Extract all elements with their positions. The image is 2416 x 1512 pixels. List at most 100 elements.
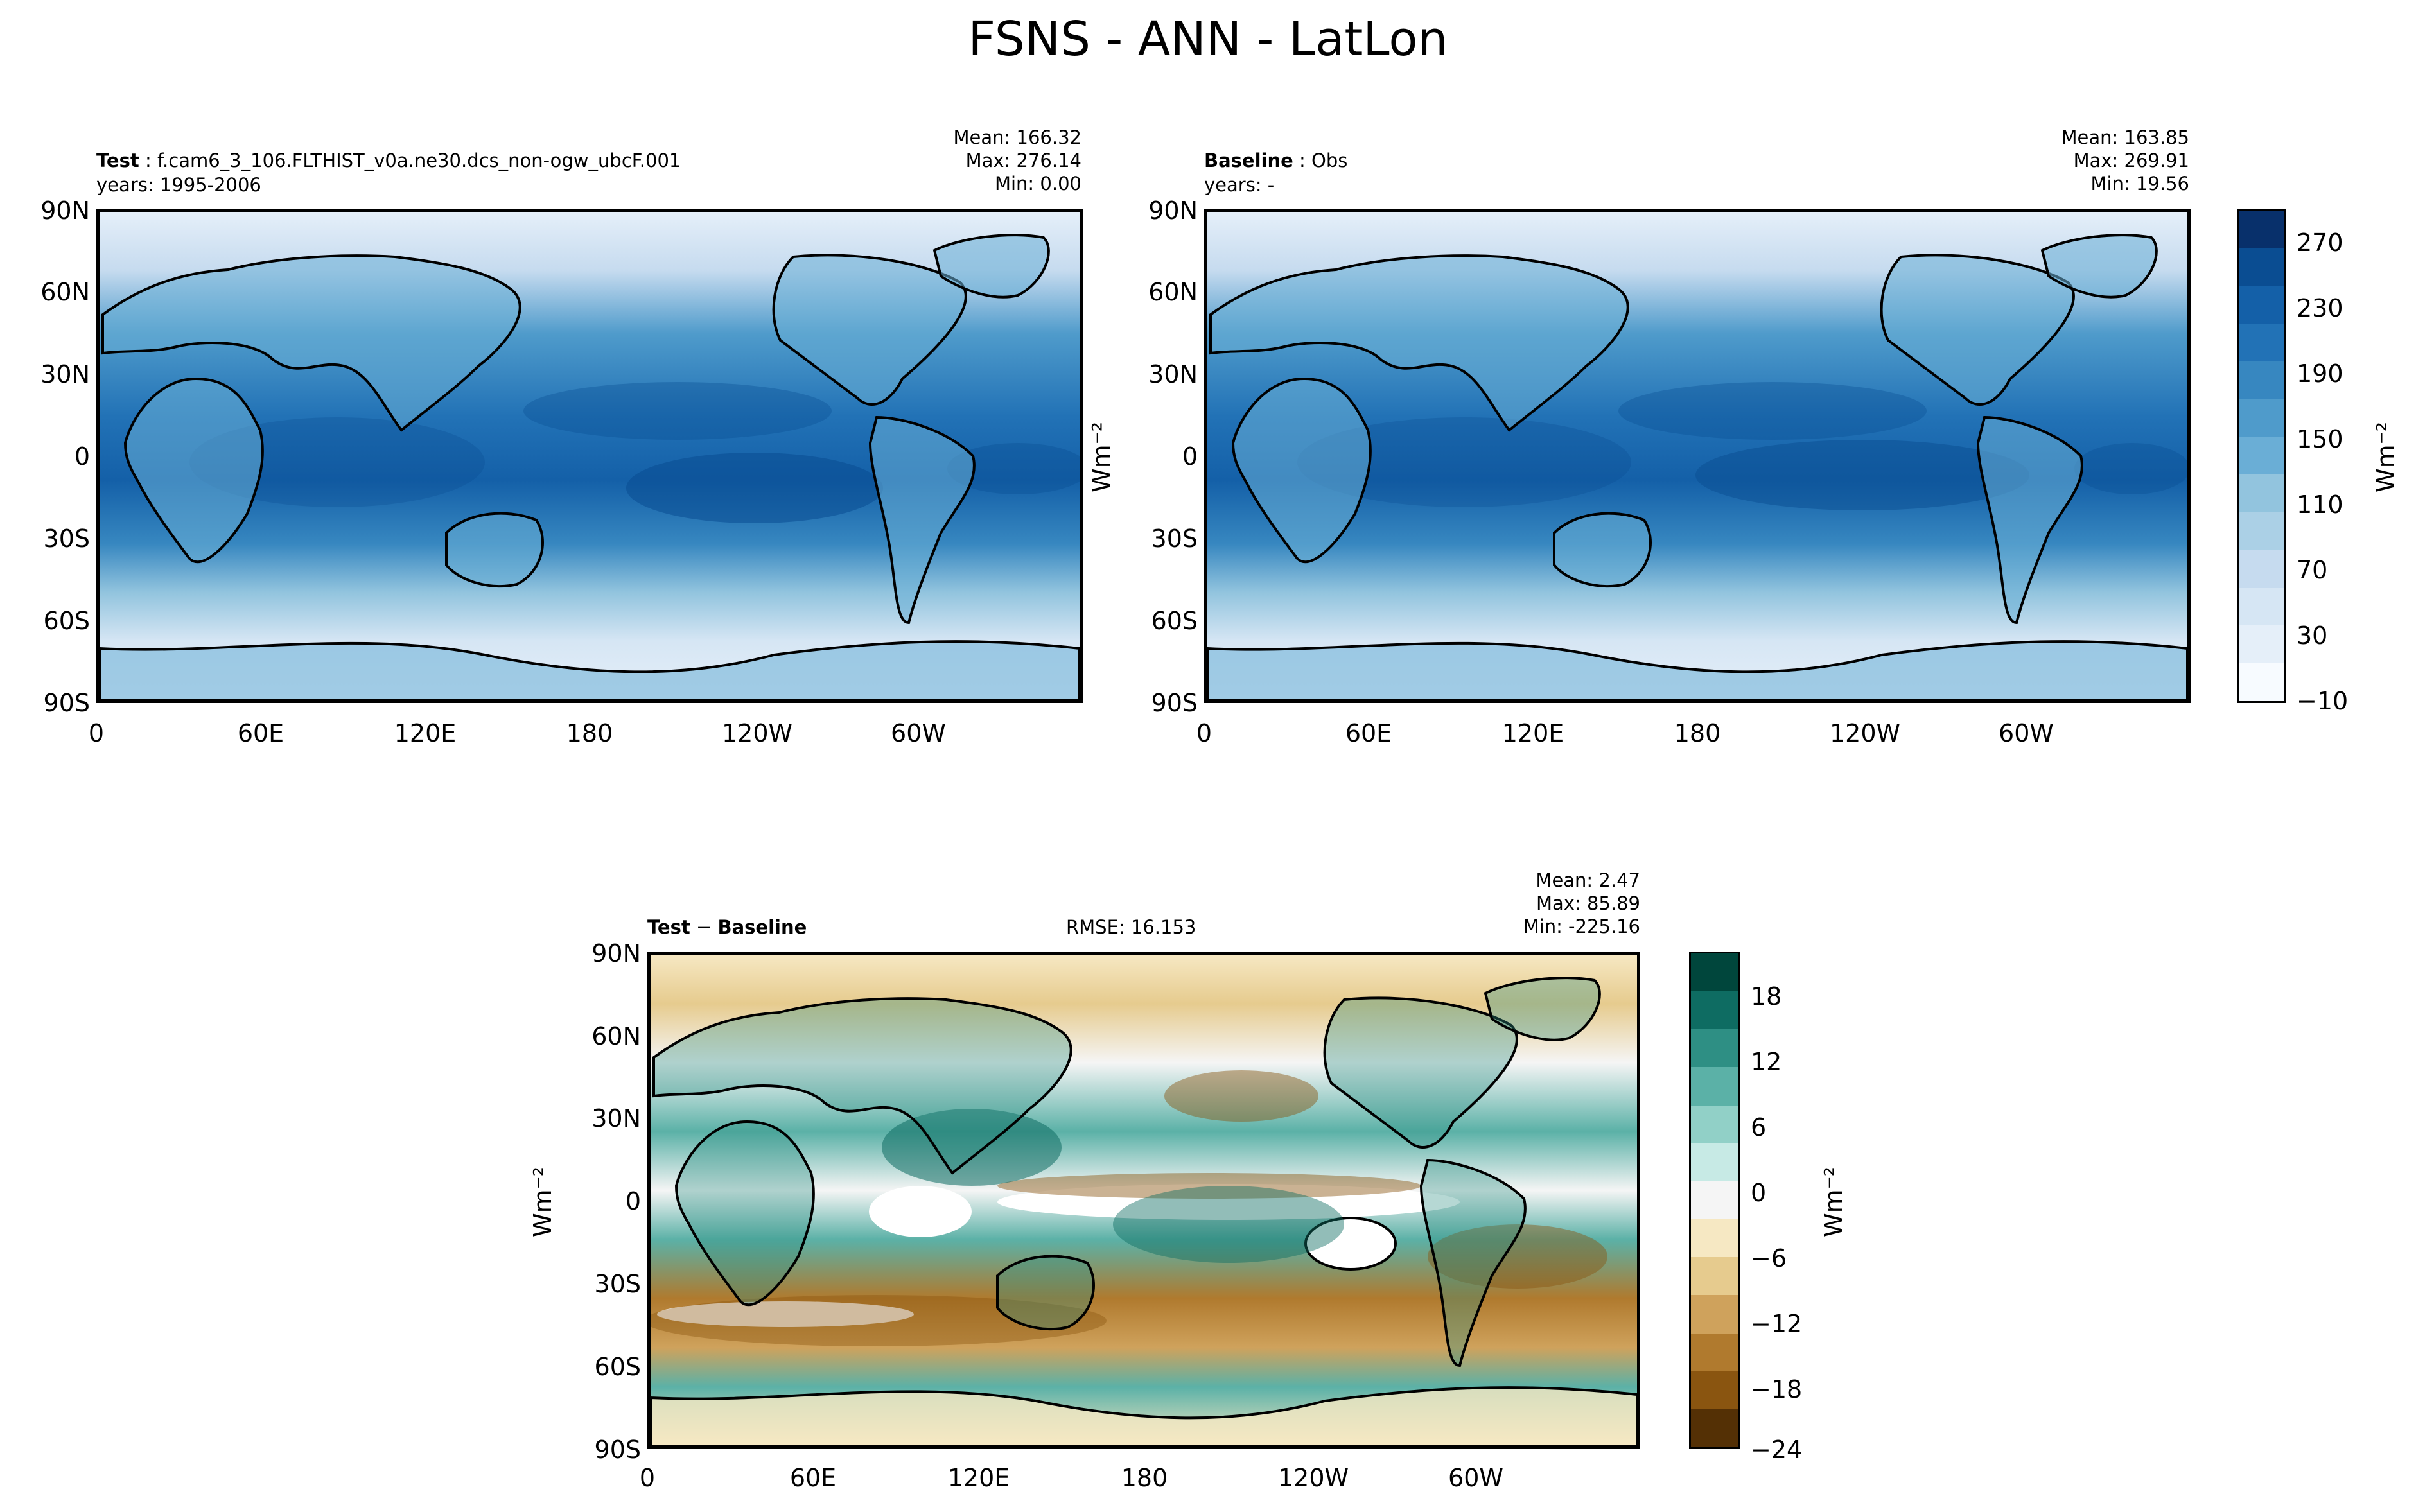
diff-colorbar-segment-8	[1691, 1257, 1738, 1296]
main-colorbar-segment-5	[2239, 474, 2284, 513]
test-panel-label: Test : f.cam6_3_106.FLTHIST_v0a.ne30.dcs…	[96, 149, 681, 172]
baseline-lat-tick-30n: 30N	[1148, 360, 1198, 388]
baseline-lat-tick-90n: 90N	[1148, 196, 1198, 225]
baseline-max: Max: 269.91	[2073, 150, 2189, 171]
diff-coastlines	[651, 977, 1637, 1446]
diff-colorbar-segment-7	[1691, 1219, 1738, 1258]
diff-cbar-tick-6: 6	[1751, 1113, 1767, 1142]
baseline-lat-tick-90s: 90S	[1151, 689, 1198, 717]
baseline-mean: Mean: 163.85	[2061, 126, 2189, 148]
diff-colorbar-segment-0	[1691, 953, 1738, 992]
test-lat-tick-90n: 90N	[40, 196, 90, 225]
main-cbar-tick-230: 230	[2297, 294, 2343, 322]
diff-panel-label: Test − Baseline	[647, 916, 807, 939]
diff-mean: Mean: 2.47	[1536, 869, 1640, 891]
diff-lat-tick-90s: 90S	[594, 1436, 641, 1464]
baseline-lat-tick-30s: 30S	[1151, 525, 1198, 553]
main-cbar-tick-30: 30	[2297, 621, 2328, 650]
test-lat-tick-60s: 60S	[43, 607, 90, 635]
main-cbar-tick-190: 190	[2297, 360, 2343, 388]
test-label-case: f.cam6_3_106.FLTHIST_v0a.ne30.dcs_non-og…	[157, 150, 681, 171]
diff-colorbar-segment-2	[1691, 1029, 1738, 1068]
test-min: Min: 0.00	[994, 173, 1081, 195]
diff-min: Min: -225.16	[1523, 916, 1640, 937]
baseline-years: years: -	[1204, 174, 1275, 196]
baseline-map-svg	[1207, 212, 2187, 700]
diff-stats: Mean: 2.47 Max: 85.89 Min: -225.16	[1523, 869, 1640, 938]
test-lon-tick-0: 0	[88, 719, 105, 747]
baseline-lon-tick-120e: 120E	[1501, 719, 1564, 747]
main-colorbar-segment-12	[2239, 211, 2284, 248]
test-stats: Mean: 166.32 Max: 276.14 Min: 0.00	[954, 126, 1081, 195]
diff-cbar-tick-neg12: −12	[1751, 1310, 1803, 1338]
diff-colorbar	[1689, 952, 1740, 1449]
baseline-lat-tick-60s: 60S	[1151, 607, 1198, 635]
diff-lat-tick-0: 0	[625, 1187, 641, 1215]
test-coastlines	[100, 234, 1080, 700]
diff-cbar-tick-neg18: −18	[1751, 1375, 1803, 1403]
test-lat-tick-0: 0	[74, 442, 90, 471]
diff-colorbar-segment-1	[1691, 991, 1738, 1030]
diff-lat-tick-30n: 30N	[591, 1104, 641, 1133]
diff-label-sep: −	[690, 916, 718, 938]
main-colorbar-segment-7	[2239, 399, 2284, 437]
main-colorbar-segment-3	[2239, 550, 2284, 588]
diff-map	[647, 952, 1640, 1449]
baseline-label-bold: Baseline	[1204, 150, 1293, 171]
diff-colorbar-segment-5	[1691, 1143, 1738, 1181]
main-colorbar-segment-9	[2239, 324, 2284, 362]
diff-label-test: Test	[647, 916, 690, 938]
diff-lon-tick-180: 180	[1121, 1464, 1168, 1492]
main-colorbar	[2237, 209, 2286, 703]
diff-cbar-tick-neg6: −6	[1751, 1244, 1787, 1273]
main-colorbar-segment-0	[2239, 663, 2284, 701]
diff-colorbar-segment-6	[1691, 1181, 1738, 1220]
baseline-lon-tick-60e: 60E	[1345, 719, 1392, 747]
baseline-min: Min: 19.56	[2090, 173, 2189, 195]
baseline-stats: Mean: 163.85 Max: 269.91 Min: 19.56	[2061, 126, 2189, 195]
diff-lat-tick-60n: 60N	[591, 1022, 641, 1050]
diff-lat-tick-60s: 60S	[594, 1353, 641, 1381]
diff-colorbar-segment-12	[1691, 1409, 1738, 1448]
test-lon-tick-60e: 60E	[237, 719, 284, 747]
test-max: Max: 276.14	[965, 150, 1081, 171]
diff-colorbar-segment-4	[1691, 1105, 1738, 1143]
diff-cbar-units: Wm⁻²	[1819, 1167, 1848, 1237]
diff-colorbar-segment-11	[1691, 1371, 1738, 1409]
diff-label-baseline: Baseline	[717, 916, 807, 938]
main-colorbar-segment-6	[2239, 437, 2284, 475]
main-cbar-tick-110: 110	[2297, 491, 2343, 519]
figure-title: FSNS - ANN - LatLon	[968, 12, 1448, 67]
diff-colorbar-segment-3	[1691, 1067, 1738, 1106]
main-colorbar-segment-4	[2239, 512, 2284, 550]
top-units-label: Wm⁻²	[1087, 422, 1116, 492]
diff-lon-tick-0: 0	[639, 1464, 656, 1492]
diff-lon-tick-60w: 60W	[1448, 1464, 1503, 1492]
test-lon-tick-180: 180	[566, 719, 613, 747]
diff-cbar-tick-0: 0	[1751, 1179, 1767, 1207]
diff-lat-tick-30s: 30S	[594, 1270, 641, 1298]
diff-lat-tick-90n: 90N	[591, 939, 641, 968]
baseline-lat-tick-0: 0	[1182, 442, 1198, 471]
main-colorbar-segment-8	[2239, 361, 2284, 399]
diff-cbar-tick-18: 18	[1751, 982, 1782, 1011]
test-lon-tick-120w: 120W	[722, 719, 793, 747]
test-map-svg	[100, 212, 1080, 700]
test-lat-tick-60n: 60N	[40, 278, 90, 306]
baseline-coastlines	[1207, 234, 2187, 700]
test-lat-tick-30s: 30S	[43, 525, 90, 553]
diff-colorbar-segment-9	[1691, 1295, 1738, 1334]
baseline-lon-tick-60w: 60W	[1999, 719, 2054, 747]
test-lon-tick-120e: 120E	[394, 719, 457, 747]
baseline-lon-tick-0: 0	[1196, 719, 1212, 747]
main-colorbar-segment-2	[2239, 587, 2284, 626]
test-mean: Mean: 166.32	[953, 126, 1081, 148]
main-cbar-units: Wm⁻²	[2372, 422, 2400, 492]
baseline-panel-label: Baseline : Obs	[1204, 149, 1347, 172]
baseline-label-source: Obs	[1311, 150, 1348, 171]
diff-lon-tick-120w: 120W	[1278, 1464, 1349, 1492]
test-map	[96, 209, 1083, 703]
diff-lon-tick-60e: 60E	[789, 1464, 837, 1492]
test-lon-tick-60w: 60W	[891, 719, 946, 747]
test-lat-tick-90s: 90S	[43, 689, 90, 717]
